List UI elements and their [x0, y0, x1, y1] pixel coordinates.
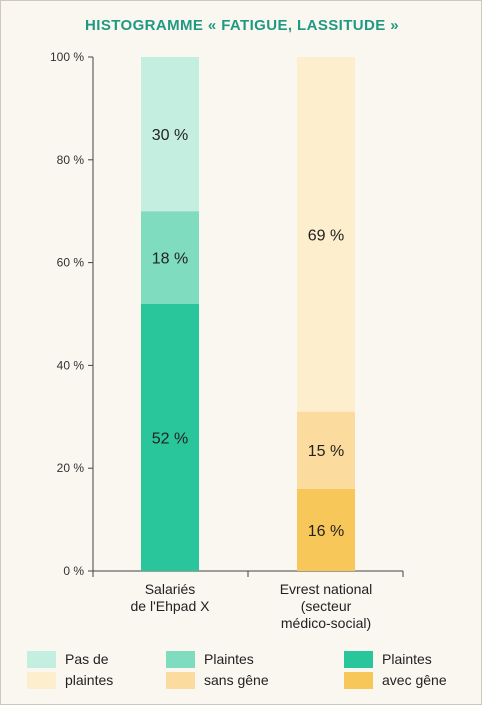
category-label: Salariés [145, 581, 196, 597]
data-label: 30 % [152, 127, 188, 144]
legend-label: plaintes [65, 672, 114, 688]
legend-swatch [166, 651, 195, 668]
category-label: Evrest national [280, 581, 373, 597]
legend-swatch [166, 672, 195, 689]
bar-segment [297, 411, 355, 489]
y-tick-label: 0 % [63, 564, 84, 578]
legend-swatch [344, 651, 373, 668]
data-label: 52 % [152, 430, 188, 447]
legend-label: avec gêne [382, 672, 447, 688]
legend-swatch [27, 672, 56, 689]
bar-segment [297, 57, 355, 412]
y-tick-label: 80 % [57, 153, 85, 167]
chart-title: HISTOGRAMME « FATIGUE, LASSITUDE » [85, 17, 399, 34]
bar-segment [141, 303, 199, 571]
y-tick-label: 20 % [57, 461, 85, 475]
legend-label: Plaintes [382, 651, 432, 667]
legend-swatch [27, 651, 56, 668]
bar-segment [141, 211, 199, 304]
legend-label: Plaintes [204, 651, 254, 667]
y-tick-label: 40 % [57, 358, 85, 372]
y-tick-label: 100 % [50, 50, 84, 64]
data-label: 69 % [308, 227, 344, 244]
data-label: 15 % [308, 443, 344, 460]
bar-segment [297, 488, 355, 571]
bar-segment [141, 57, 199, 212]
data-label: 16 % [308, 523, 344, 540]
category-label: (secteur [301, 598, 352, 614]
data-label: 18 % [152, 250, 188, 267]
y-tick-label: 60 % [57, 256, 85, 270]
category-label: de l'Ehpad X [131, 598, 211, 614]
legend-label: sans gêne [204, 672, 269, 688]
legend-label: Pas de [65, 651, 109, 667]
category-label: médico-social) [281, 615, 371, 631]
legend-swatch [344, 672, 373, 689]
